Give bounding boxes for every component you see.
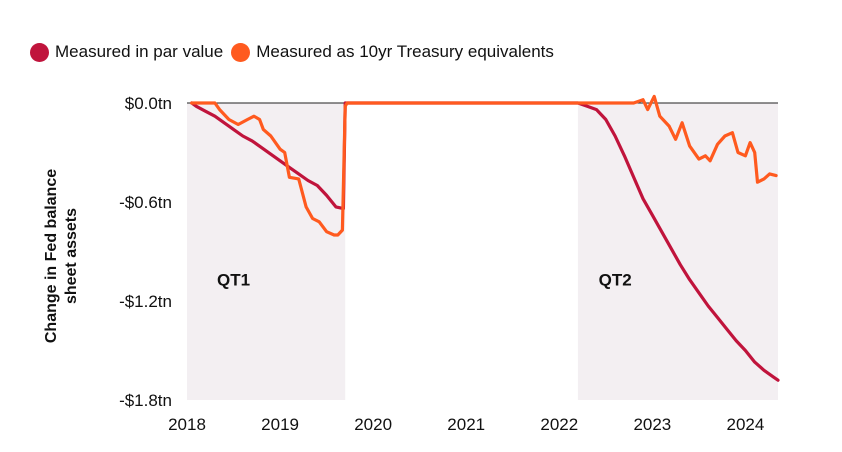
x-tick-label: 2018	[168, 415, 206, 434]
shaded-period-qt1	[187, 103, 346, 400]
legend-item-treasury-equivalents: Measured as 10yr Treasury equivalents	[231, 42, 554, 62]
annotation-qt2: QT2	[599, 271, 632, 290]
y-axis-label: Change in Fed balance sheet assets	[43, 169, 80, 343]
legend-item-par-value: Measured in par value	[30, 42, 223, 62]
legend: Measured in par value Measured as 10yr T…	[30, 42, 562, 62]
x-tick-label: 2020	[354, 415, 392, 434]
x-tick-label: 2023	[633, 415, 671, 434]
y-tick-label: -$1.8tn	[119, 391, 172, 410]
legend-swatch-par-value	[30, 42, 49, 62]
y-tick-label: $0.0tn	[125, 94, 172, 113]
series-line-treasury-equivalents	[190, 94, 778, 237]
legend-swatch-treasury-equivalents	[231, 42, 251, 62]
annotation-qt1: QT1	[217, 271, 250, 290]
x-tick-label: 2019	[261, 415, 299, 434]
x-tick-label: 2024	[727, 415, 765, 434]
legend-label-par-value: Measured in par value	[55, 42, 224, 61]
y-tick-label: -$1.2tn	[119, 292, 172, 311]
legend-label-treasury-equivalents: Measured as 10yr Treasury equivalents	[256, 42, 554, 61]
series-line-par-value	[190, 101, 780, 382]
y-tick-label: -$0.6tn	[119, 193, 172, 212]
x-tick-label: 2021	[447, 415, 485, 434]
x-tick-label: 2022	[540, 415, 578, 434]
